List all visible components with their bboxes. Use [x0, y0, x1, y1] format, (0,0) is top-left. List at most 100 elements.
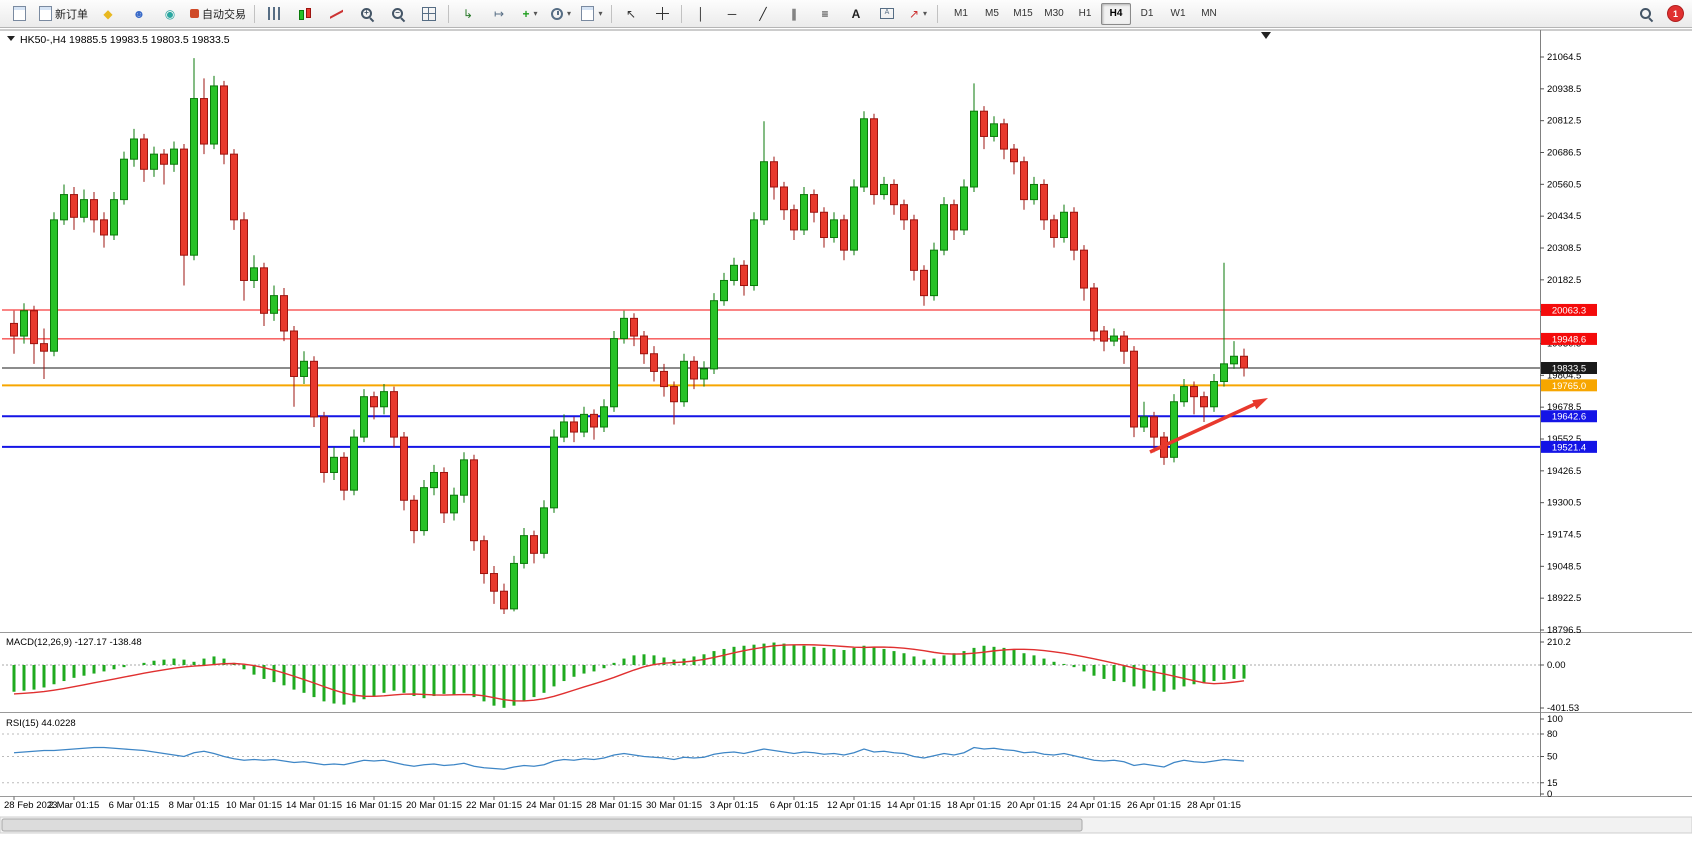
cursor-tool-button[interactable]: ↖ — [616, 2, 646, 26]
svg-text:0: 0 — [1547, 789, 1552, 800]
cursor-icon: ↖ — [625, 6, 637, 21]
search-icon — [1639, 7, 1653, 21]
indicators-dropdown[interactable]: + ▾ — [515, 2, 545, 26]
svg-text:19521.4: 19521.4 — [1552, 442, 1586, 453]
notification-badge[interactable]: 1 — [1667, 5, 1684, 22]
rsi-label: RSI(15) 44.0228 — [6, 718, 76, 729]
zoom-out-button[interactable]: − — [383, 2, 413, 26]
templates-dropdown[interactable]: ▾ — [577, 2, 607, 26]
svg-text:-401.53: -401.53 — [1547, 703, 1579, 714]
svg-text:28 Mar 01:15: 28 Mar 01:15 — [586, 800, 642, 811]
text-label-tool[interactable]: A — [872, 2, 902, 26]
toolbar-right-zone: 1 — [1631, 2, 1688, 26]
svg-text:19765.0: 19765.0 — [1552, 381, 1586, 392]
timeframe-MN[interactable]: MN — [1201, 8, 1217, 19]
separator — [254, 4, 255, 23]
main-toolbar: 新订单 ◆ ☻ ◉ 自动交易 + − ↳ ↦ + ▾ ▾ ▾ ↖ │ ─ ╱ ∥ … — [0, 0, 1692, 28]
separator — [681, 4, 682, 23]
separator — [937, 4, 938, 23]
svg-text:20063.3: 20063.3 — [1552, 305, 1586, 316]
svg-text:20686.5: 20686.5 — [1547, 148, 1581, 159]
auto-scroll-button[interactable]: ↳ — [453, 2, 483, 26]
clock-icon — [550, 7, 563, 20]
shift-marker-icon[interactable] — [1261, 32, 1271, 39]
svg-text:28 Apr 01:15: 28 Apr 01:15 — [1187, 800, 1241, 811]
tile-windows-button[interactable] — [414, 2, 444, 26]
svg-text:19552.5: 19552.5 — [1547, 434, 1581, 445]
timeframe-M30[interactable]: M30 — [1044, 8, 1064, 19]
svg-text:18922.5: 18922.5 — [1547, 593, 1581, 604]
speaker-icon: ◉ — [164, 6, 176, 21]
timeframe-M15[interactable]: M15 — [1013, 8, 1033, 19]
rsi-panel: RSI(15) 44.0228 100 80 50 150 — [2, 714, 1563, 800]
new-order-button[interactable]: 新订单 — [35, 2, 92, 26]
line-chart-mode-button[interactable] — [321, 2, 351, 26]
profile-icon: ☻ — [132, 6, 146, 21]
svg-text:20 Apr 01:15: 20 Apr 01:15 — [1007, 800, 1061, 811]
search-button[interactable] — [1631, 2, 1661, 26]
fibonacci-icon: ≡ — [821, 6, 829, 21]
svg-text:19048.5: 19048.5 — [1547, 561, 1581, 572]
bar-chart-mode-button[interactable] — [259, 2, 289, 26]
timeframe-D1[interactable]: D1 — [1140, 8, 1154, 19]
arrows-dropdown[interactable]: ↗ ▾ — [903, 2, 933, 26]
chevron-down-icon: ▾ — [533, 9, 538, 18]
fibonacci-tool[interactable]: ≡ — [810, 2, 840, 26]
line-chart-icon — [330, 7, 343, 20]
timeframe-H1[interactable]: H1 — [1078, 8, 1092, 19]
svg-text:26 Apr 01:15: 26 Apr 01:15 — [1127, 800, 1181, 811]
timeframe-W1[interactable]: W1 — [1170, 8, 1186, 19]
svg-text:18796.5: 18796.5 — [1547, 625, 1581, 636]
svg-text:19833.5: 19833.5 — [1552, 364, 1586, 375]
market-button[interactable]: ◆ — [93, 2, 123, 26]
crosshair-tool-button[interactable] — [647, 2, 677, 26]
autotrading-button[interactable]: 自动交易 — [186, 2, 250, 26]
text-tool[interactable]: A — [841, 2, 871, 26]
chart-window[interactable]: 21064.5 20938.5 20812.5 20686.5 20560.5 20434… — [0, 28, 1692, 859]
chart-svg[interactable]: 21064.5 20938.5 20812.5 20686.5 20560.5 20434… — [0, 28, 1692, 859]
candlestick-icon — [298, 7, 312, 21]
svg-text:19678.5: 19678.5 — [1547, 402, 1581, 413]
tile-windows-icon — [422, 6, 436, 21]
profiles-button[interactable]: ☻ — [124, 2, 154, 26]
svg-text:8 Mar 01:15: 8 Mar 01:15 — [169, 800, 220, 811]
svg-text:2 Mar 01:15: 2 Mar 01:15 — [49, 800, 100, 811]
svg-text:15: 15 — [1547, 778, 1558, 789]
new-chart-icon — [12, 6, 26, 21]
svg-text:10 Mar 01:15: 10 Mar 01:15 — [226, 800, 282, 811]
chart-title: HK50-,H4 19885.5 19983.5 19803.5 19833.5 — [20, 34, 230, 46]
alerts-button[interactable]: ◉ — [155, 2, 185, 26]
macd-panel: MACD(12,26,9) -127.17 -138.48 210.2 0.00 -4… — [2, 637, 1579, 714]
autotrading-icon — [190, 9, 199, 18]
annotation-arrow[interactable] — [1149, 398, 1268, 454]
svg-text:28 Feb 2023: 28 Feb 2023 — [4, 800, 57, 811]
new-chart-button[interactable] — [4, 2, 34, 26]
vertical-line-icon: │ — [697, 6, 705, 21]
svg-text:20434.5: 20434.5 — [1547, 211, 1581, 222]
new-order-label: 新订单 — [55, 8, 88, 21]
svg-text:18 Apr 01:15: 18 Apr 01:15 — [947, 800, 1001, 811]
channel-tool[interactable]: ∥ — [779, 2, 809, 26]
horizontal-line-tool[interactable]: ─ — [717, 2, 747, 26]
symbol-dropdown-icon[interactable] — [7, 36, 15, 41]
svg-text:100: 100 — [1547, 714, 1563, 725]
svg-text:20 Mar 01:15: 20 Mar 01:15 — [406, 800, 462, 811]
timeframe-M5[interactable]: M5 — [985, 8, 999, 19]
scrollbar-thumb[interactable] — [1, 818, 1083, 832]
auto-scroll-icon: ↳ — [462, 6, 474, 21]
chevron-down-icon: ▾ — [923, 9, 928, 18]
timeframe-H4[interactable]: H4 — [1101, 2, 1131, 25]
zoom-in-button[interactable]: + — [352, 2, 382, 26]
timeframe-M1[interactable]: M1 — [954, 8, 968, 19]
text-label-icon: A — [880, 8, 894, 19]
svg-text:19300.5: 19300.5 — [1547, 498, 1581, 509]
periods-dropdown[interactable]: ▾ — [546, 2, 576, 26]
svg-text:19426.5: 19426.5 — [1547, 466, 1581, 477]
vertical-line-tool[interactable]: │ — [686, 2, 716, 26]
trendline-tool[interactable]: ╱ — [748, 2, 778, 26]
panel-frame — [0, 29, 1692, 797]
svg-text:12 Apr 01:15: 12 Apr 01:15 — [827, 800, 881, 811]
chart-shift-button[interactable]: ↦ — [484, 2, 514, 26]
svg-text:20812.5: 20812.5 — [1547, 116, 1581, 127]
candlestick-mode-button[interactable] — [290, 2, 320, 26]
